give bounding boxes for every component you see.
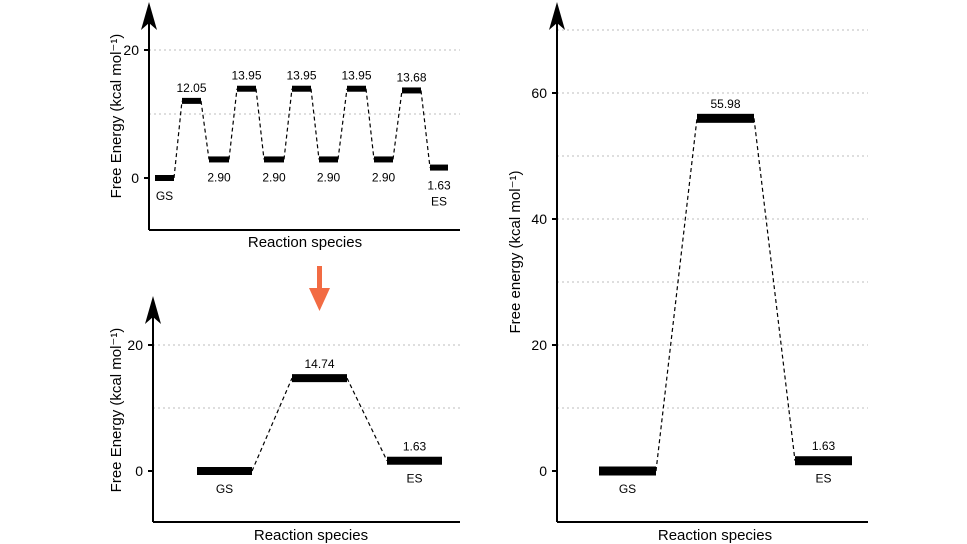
energy-level-bar [155,175,174,181]
y-tick-label: 40 [531,211,547,227]
energy-level-label: GS [156,189,173,203]
y-tick-label: 20 [123,42,139,58]
x-axis-title: Reaction species [254,527,368,544]
energy-level-bar [209,156,229,163]
energy-level-bar [697,113,754,123]
energy-level-label: 1.63 [403,440,427,454]
level-connector [365,88,375,160]
energy-level-bar [292,374,347,383]
level-connector [392,90,403,160]
energy-level-bar [347,85,366,92]
y-tick-label: 0 [539,463,547,479]
y-axis-arrowhead [141,2,157,30]
energy-level-label: 13.95 [231,69,261,83]
energy-level-label: 55.98 [710,97,740,111]
energy-level-bar [237,85,256,92]
energy-level-label: GS [216,482,233,496]
x-axis-title: Reaction species [248,234,362,251]
energy-level-label: GS [619,482,636,496]
level-connector [420,90,431,168]
energy-level-bar [402,87,421,94]
energy-level-bar [182,97,201,104]
energy-level-label: 2.90 [207,170,231,184]
level-connector [228,88,238,160]
energy-level-label: 2.90 [372,170,396,184]
y-tick-label: 0 [131,170,139,186]
level-connector [337,88,348,160]
energy-level-label: 1.63 [812,439,836,453]
energy-level-label: 14.74 [304,357,334,371]
level-connector [173,100,183,179]
y-tick-label: 20 [127,337,143,353]
state-label: ES [431,195,447,209]
energy-level-bar [430,164,448,171]
chart-panel-right: 0 20 40 60 Free energy (kcal mol⁻¹) Reaction … [507,2,868,544]
energy-level-label: 2.90 [262,170,286,184]
x-axis-title: Reaction species [658,527,772,544]
transition-arrow-head [309,288,330,311]
energy-level-label: 13.95 [341,69,371,83]
level-connector [753,118,796,461]
state-label: ES [815,472,831,486]
y-axis-title: Free Energy (kcal mol⁻¹) [108,328,125,493]
y-axis-arrowhead [549,2,565,30]
level-connector [200,100,210,160]
energy-level-bar [264,156,284,163]
energy-level-bar [387,456,442,465]
transition-arrow [309,266,330,311]
level-connector [255,88,265,160]
y-tick-label: 0 [135,463,143,479]
energy-level-bar [319,156,338,163]
y-tick-label: 20 [531,337,547,353]
level-connector [655,118,698,472]
y-tick-label: 60 [531,85,547,101]
level-connector [346,377,388,461]
level-connector [283,88,293,160]
energy-level-label: 13.68 [396,70,426,84]
energy-level-label: 2.90 [317,170,341,184]
energy-level-bar [197,467,252,475]
energy-level-bar [374,156,393,163]
level-connector [310,88,320,160]
transition-arrow-shaft [317,266,322,291]
energy-level-bar [795,456,852,466]
energy-level-bar [292,85,311,92]
y-axis-arrowhead [145,296,161,324]
y-axis-title: Free Energy (kcal mol⁻¹) [108,34,125,199]
energy-level-label: 13.95 [286,69,316,83]
energy-level-label: 1.63 [427,179,451,193]
energy-level-label: 12.05 [176,81,206,95]
level-connector [251,377,293,472]
y-axis-title: Free energy (kcal mol⁻¹) [507,171,524,334]
energy-level-bar [599,466,656,476]
state-label: ES [406,472,422,486]
